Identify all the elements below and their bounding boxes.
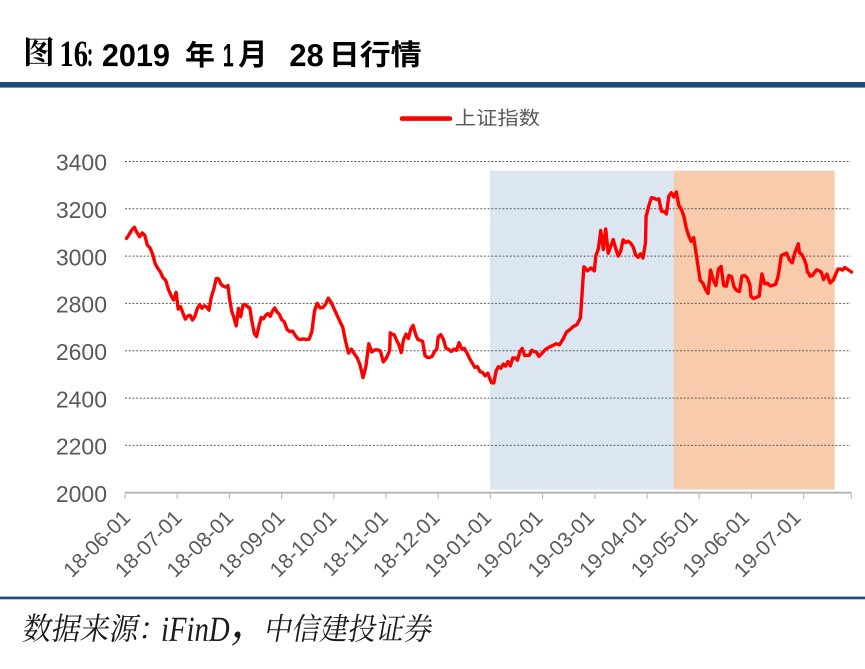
svg-text:2400: 2400 bbox=[56, 386, 107, 412]
svg-text:2200: 2200 bbox=[56, 434, 107, 460]
svg-text:3400: 3400 bbox=[56, 150, 107, 176]
svg-text:3000: 3000 bbox=[56, 244, 107, 270]
svg-text:2800: 2800 bbox=[56, 292, 107, 318]
svg-text:3200: 3200 bbox=[56, 197, 107, 223]
svg-text:2600: 2600 bbox=[56, 339, 107, 365]
svg-text:2000: 2000 bbox=[56, 481, 107, 507]
